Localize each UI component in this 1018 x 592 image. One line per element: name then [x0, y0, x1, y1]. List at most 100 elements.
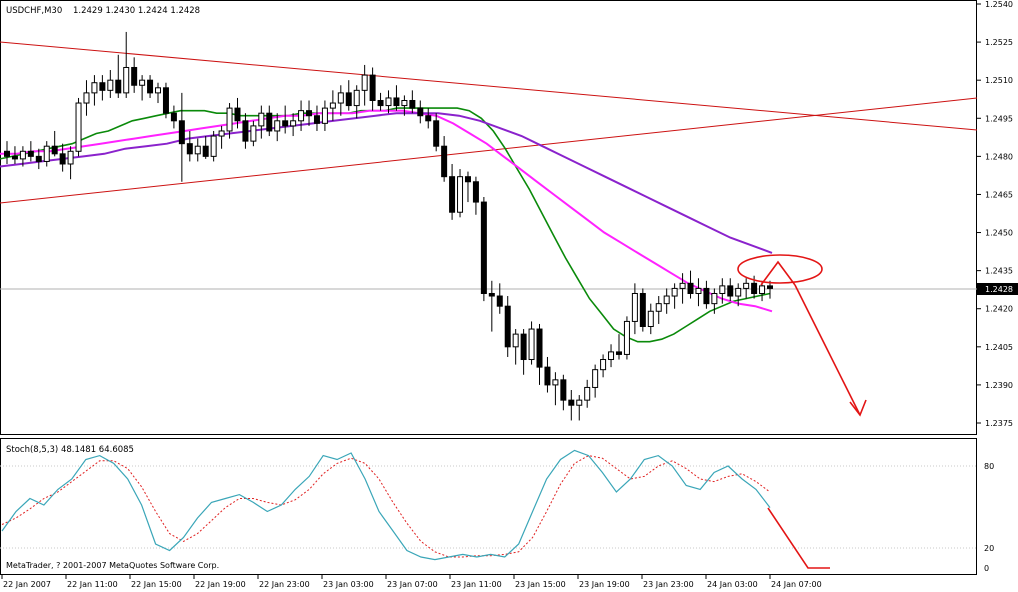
candle — [59, 143, 66, 172]
candle — [361, 64, 368, 106]
candle-body-up — [600, 359, 607, 371]
candle-body-down — [35, 155, 42, 162]
ascending-trendline — [0, 97, 978, 204]
candle-body-up — [361, 74, 368, 91]
candle-body-up — [321, 107, 328, 124]
candle — [139, 75, 146, 101]
candle-body-down — [170, 112, 177, 122]
candle-body-up — [155, 87, 162, 94]
candle-body-up — [337, 92, 344, 104]
time-axis-label: 24 Jan 03:00 — [707, 580, 758, 589]
candle — [457, 169, 464, 218]
time-axis-label: 22 Jan 2007 — [3, 580, 51, 589]
candle — [631, 283, 638, 335]
candle-body-up — [743, 282, 750, 289]
candle-body-up — [218, 130, 225, 137]
candle-body-down — [544, 366, 551, 386]
candle — [695, 278, 702, 307]
candle — [274, 113, 281, 142]
candle-body-down — [496, 295, 503, 307]
candle — [615, 334, 622, 360]
candle — [663, 288, 670, 314]
candlesticks — [4, 31, 773, 421]
candle-body-up — [83, 92, 90, 104]
candle — [552, 372, 559, 406]
candle — [337, 85, 344, 116]
price-axis-label: 1.2495 — [985, 114, 1013, 123]
candle — [560, 374, 567, 411]
price-axis-label: 1.2390 — [985, 381, 1013, 390]
down-arrow-head — [849, 399, 867, 417]
candle — [210, 130, 217, 162]
candle-body-down — [313, 115, 320, 124]
candle-body-up — [663, 295, 670, 305]
price-axis-label: 1.2465 — [985, 190, 1013, 199]
stoch-axis-0: 0 — [984, 564, 989, 573]
main-chart-panel[interactable] — [0, 0, 977, 435]
candle-body-down — [409, 99, 416, 109]
candle-body-down — [639, 292, 646, 328]
candle — [735, 283, 742, 307]
candle — [250, 120, 257, 147]
candle-body-down — [751, 282, 758, 294]
candle — [194, 138, 201, 162]
candle-body-down — [27, 150, 34, 157]
stoch-axis-80: 80 — [984, 462, 994, 471]
candle — [584, 379, 591, 408]
candle — [218, 125, 225, 149]
candle-body-down — [568, 399, 575, 406]
candle-body-up — [623, 320, 630, 355]
stoch-down-arrow — [767, 507, 830, 569]
candle-body-up — [671, 287, 678, 297]
candle — [155, 82, 162, 104]
candle — [576, 395, 583, 421]
candle-body-down — [615, 351, 622, 355]
candle-body-down — [178, 120, 185, 145]
time-axis-label: 22 Jan 11:00 — [67, 580, 118, 589]
time-axis-label: 23 Jan 23:00 — [643, 580, 694, 589]
candle — [51, 130, 58, 157]
candle — [417, 100, 424, 124]
candle-body-down — [99, 82, 106, 91]
price-axis-label: 1.2540 — [985, 0, 1013, 9]
candle — [488, 280, 495, 332]
purple-moving-average — [0, 112, 773, 254]
price-axis: 1.2540 1.2525 1.2510 1.2495 1.2480 1.2465 1.24… — [977, 0, 1013, 428]
stoch-signal-line — [1, 455, 771, 558]
candle-body-up — [274, 120, 281, 132]
stoch-axis-20: 20 — [984, 544, 994, 553]
candle — [377, 92, 384, 111]
candle — [496, 283, 503, 314]
candle — [115, 54, 122, 98]
candle — [385, 90, 392, 114]
candle — [393, 85, 400, 111]
candle — [83, 80, 90, 116]
price-axis-label: 1.2405 — [985, 343, 1013, 352]
candle-body-up — [250, 125, 257, 142]
candle — [186, 130, 193, 162]
candle-body-up — [584, 386, 591, 401]
candle-body-up — [679, 282, 686, 289]
candle — [321, 100, 328, 131]
candle-body-down — [393, 97, 400, 107]
candle — [600, 354, 607, 378]
candle — [472, 176, 479, 215]
candle — [711, 288, 718, 314]
candle — [512, 329, 519, 365]
candle-body-down — [306, 110, 313, 117]
candle-body-up — [401, 99, 408, 107]
candle-body-up — [107, 79, 114, 91]
time-axis-label: 23 Jan 03:00 — [323, 580, 374, 589]
candle-body-up — [592, 369, 599, 388]
candle — [35, 148, 42, 170]
candle-body-up — [67, 150, 74, 165]
price-axis-label: 1.2480 — [985, 152, 1013, 161]
candle — [528, 321, 535, 365]
candle — [592, 364, 599, 398]
candle-body-down — [377, 99, 384, 107]
candle — [409, 90, 416, 114]
stochastic-panel[interactable] — [0, 438, 977, 575]
candle — [258, 105, 265, 139]
price-axis-label: 1.2435 — [985, 267, 1013, 276]
